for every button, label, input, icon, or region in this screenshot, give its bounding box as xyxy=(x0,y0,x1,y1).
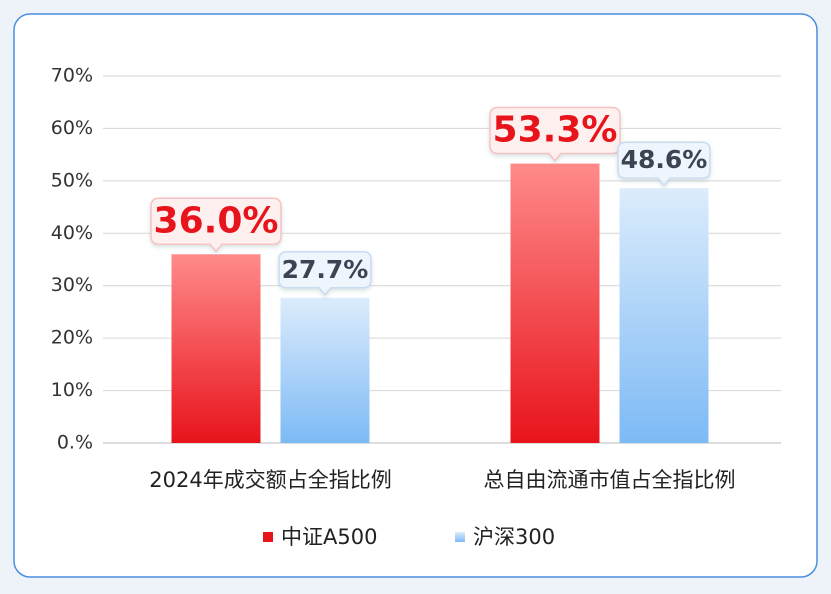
y-tick-label: 0.% xyxy=(57,432,93,454)
y-tick-label: 10% xyxy=(51,379,93,401)
x-tick-label: 2024年成交额占全指比例 xyxy=(149,468,391,492)
value-label: 27.7% xyxy=(282,255,369,284)
value-label-bubble xyxy=(150,197,282,253)
legend-label: 沪深300 xyxy=(473,525,555,549)
x-tick-label: 总自由流通市值占全指比例 xyxy=(484,468,736,492)
bar xyxy=(510,163,600,443)
y-tick-label: 20% xyxy=(51,327,93,349)
value-label-bubble xyxy=(489,106,621,162)
value-label: 48.6% xyxy=(621,145,708,174)
value-label-bubble xyxy=(617,141,711,187)
y-tick-label: 30% xyxy=(51,274,93,296)
bar xyxy=(280,297,370,443)
value-label: 36.0% xyxy=(154,200,279,241)
y-tick-label: 50% xyxy=(51,169,93,191)
legend-swatch xyxy=(455,532,465,542)
y-tick-label: 70% xyxy=(51,65,93,87)
value-label: 53.3% xyxy=(493,110,618,151)
y-tick-label: 40% xyxy=(51,222,93,244)
legend-label: 中证A500 xyxy=(281,525,377,549)
y-tick-label: 60% xyxy=(51,117,93,139)
bar xyxy=(619,188,709,443)
value-label-bubble xyxy=(278,251,372,296)
legend-swatch xyxy=(263,532,273,542)
bar xyxy=(171,254,261,443)
